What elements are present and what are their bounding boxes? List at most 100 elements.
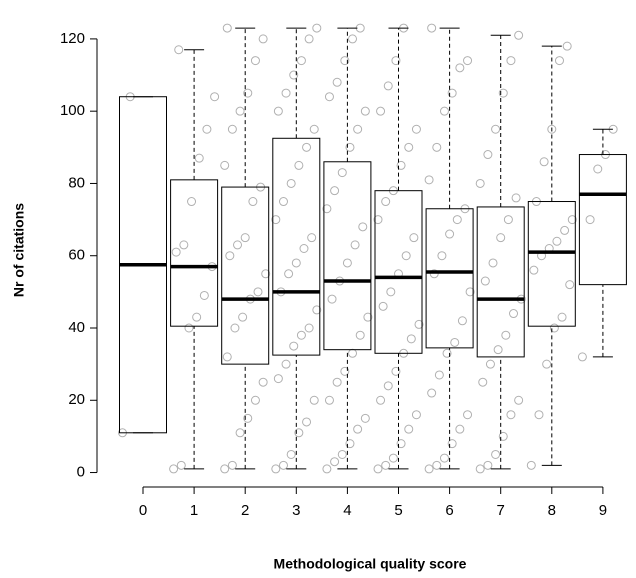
data-point (199, 290, 209, 300)
data-point (243, 88, 253, 98)
data-point (509, 309, 519, 319)
data-point (539, 157, 549, 167)
data-point (291, 258, 301, 268)
data-point (243, 413, 253, 423)
data-point (442, 348, 452, 358)
data-point (342, 258, 352, 268)
data-point (409, 233, 419, 243)
data-point (340, 56, 350, 66)
data-point (330, 457, 340, 467)
data-point (345, 142, 355, 152)
data-point (286, 178, 296, 188)
data-point (429, 269, 439, 279)
data-point (363, 312, 373, 322)
data-point (427, 388, 437, 398)
data-point (169, 464, 179, 474)
box (170, 179, 219, 327)
data-point (294, 428, 304, 438)
data-point (498, 431, 508, 441)
data-point (353, 424, 363, 434)
data-point (322, 204, 332, 214)
data-point (350, 240, 360, 250)
data-point (176, 460, 186, 470)
x-tick-label: 2 (241, 502, 249, 519)
data-point (465, 287, 475, 297)
data-point (463, 410, 473, 420)
y-tick-label: 120 (60, 30, 85, 47)
data-point (478, 377, 488, 387)
data-point (238, 312, 248, 322)
data-point (511, 193, 521, 203)
data-point (312, 23, 322, 33)
x-tick-label: 4 (343, 502, 351, 519)
data-point (294, 160, 304, 170)
data-point (373, 464, 383, 474)
data-point (547, 124, 557, 134)
data-point (360, 413, 370, 423)
data-point (330, 186, 340, 196)
data-point (250, 56, 260, 66)
x-tick-label: 8 (548, 502, 556, 519)
data-point (483, 460, 493, 470)
data-point (404, 142, 414, 152)
x-tick-label: 3 (292, 502, 300, 519)
y-tick-label: 80 (68, 174, 85, 191)
data-point (307, 233, 317, 243)
data-point (171, 247, 181, 257)
data-point (447, 88, 457, 98)
data-point (324, 395, 334, 405)
data-point (179, 240, 189, 250)
data-point (493, 345, 503, 355)
data-point (248, 197, 258, 207)
data-point (227, 460, 237, 470)
data-point (194, 153, 204, 163)
data-point (549, 323, 559, 333)
x-tick-label: 5 (394, 502, 402, 519)
data-point (455, 63, 465, 73)
data-point (452, 215, 462, 225)
data-point (534, 410, 544, 420)
data-point (376, 395, 386, 405)
data-point (445, 229, 455, 239)
data-point (174, 45, 184, 55)
data-point (258, 377, 268, 387)
data-point (439, 453, 449, 463)
data-point (514, 30, 524, 40)
x-tick-label: 0 (139, 502, 147, 519)
box (221, 186, 270, 365)
data-point (401, 251, 411, 261)
data-point (585, 215, 595, 225)
data-point (273, 374, 283, 384)
data-point (235, 106, 245, 116)
box (476, 206, 525, 358)
data-point (411, 410, 421, 420)
data-point (230, 323, 240, 333)
data-point (258, 34, 268, 44)
data-point (192, 312, 202, 322)
data-point (526, 460, 536, 470)
data-point (506, 56, 516, 66)
data-point (488, 258, 498, 268)
data-point (332, 77, 342, 87)
y-tick-label: 20 (68, 391, 85, 408)
box (374, 190, 423, 354)
data-point (337, 449, 347, 459)
data-point (383, 381, 393, 391)
data-point (501, 330, 511, 340)
data-point (222, 23, 232, 33)
data-point (503, 215, 513, 225)
data-point (434, 370, 444, 380)
data-point (381, 460, 391, 470)
data-point (302, 142, 312, 152)
data-point (353, 124, 363, 134)
data-point (271, 464, 281, 474)
x-tick-label: 7 (497, 502, 505, 519)
data-point (289, 341, 299, 351)
data-point (577, 352, 587, 362)
data-point (348, 34, 358, 44)
data-point (386, 287, 396, 297)
data-point (184, 323, 194, 333)
data-point (463, 56, 473, 66)
data-point (337, 168, 347, 178)
